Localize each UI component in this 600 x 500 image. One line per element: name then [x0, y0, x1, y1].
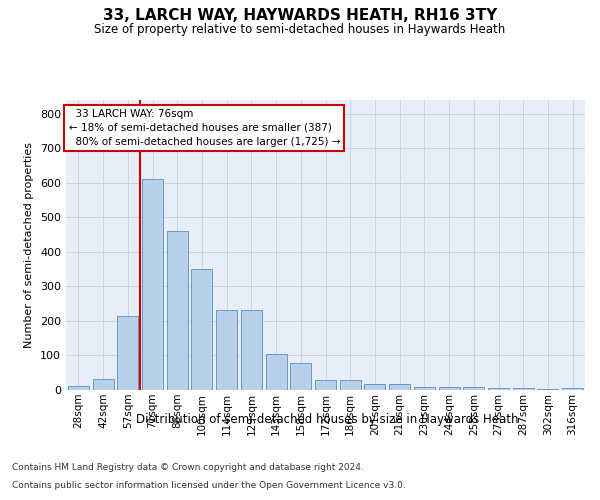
Text: Distribution of semi-detached houses by size in Haywards Heath: Distribution of semi-detached houses by …	[136, 412, 518, 426]
Text: Size of property relative to semi-detached houses in Haywards Heath: Size of property relative to semi-detach…	[94, 22, 506, 36]
Bar	[513, 388, 534, 390]
Bar	[389, 384, 410, 390]
Bar	[92, 379, 113, 390]
Bar	[191, 269, 212, 390]
Y-axis label: Number of semi-detached properties: Number of semi-detached properties	[25, 142, 34, 348]
Text: Contains HM Land Registry data © Crown copyright and database right 2024.: Contains HM Land Registry data © Crown c…	[12, 464, 364, 472]
Text: 33, LARCH WAY, HAYWARDS HEATH, RH16 3TY: 33, LARCH WAY, HAYWARDS HEATH, RH16 3TY	[103, 8, 497, 22]
Bar	[241, 310, 262, 390]
Text: Contains public sector information licensed under the Open Government Licence v3: Contains public sector information licen…	[12, 481, 406, 490]
Bar	[167, 231, 188, 390]
Bar	[142, 180, 163, 390]
Bar	[538, 389, 559, 390]
Bar	[414, 386, 435, 390]
Bar	[364, 384, 385, 390]
Bar	[117, 316, 138, 390]
Bar	[290, 364, 311, 390]
Bar	[562, 388, 583, 390]
Bar	[68, 386, 89, 390]
Bar	[315, 380, 336, 390]
Bar	[439, 387, 460, 390]
Text: 33 LARCH WAY: 76sqm
← 18% of semi-detached houses are smaller (387)
  80% of sem: 33 LARCH WAY: 76sqm ← 18% of semi-detach…	[68, 108, 340, 146]
Bar	[340, 380, 361, 390]
Bar	[488, 388, 509, 390]
Bar	[463, 387, 484, 390]
Bar	[266, 354, 287, 390]
Bar	[216, 310, 237, 390]
